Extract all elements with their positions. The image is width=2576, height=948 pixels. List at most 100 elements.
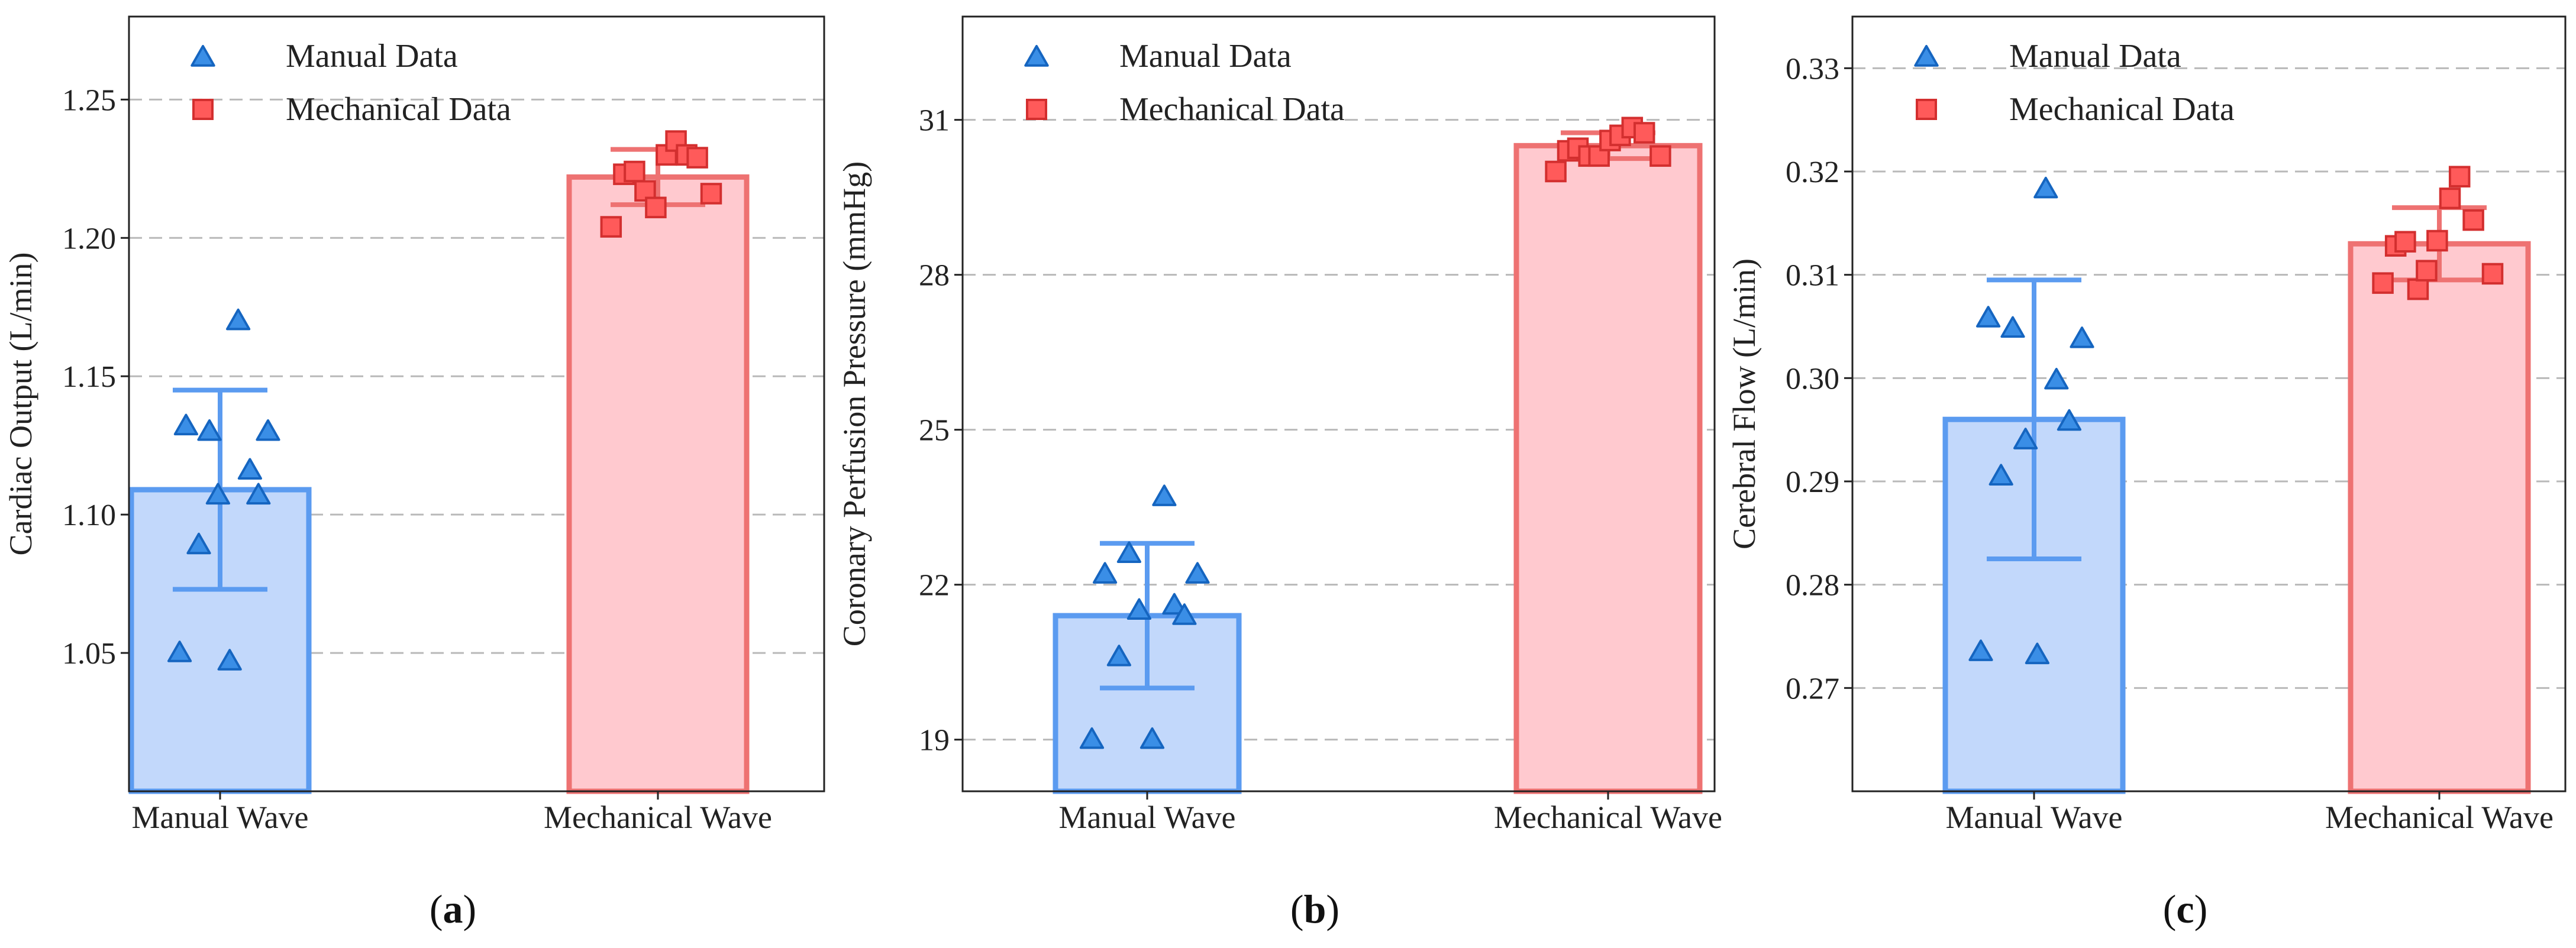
x-tick-label-mechanical-wave: Mechanical Wave <box>1494 800 1722 835</box>
data-point-mechanical <box>600 216 622 238</box>
data-point-manual <box>2070 326 2094 348</box>
y-tick-label: 0.33 <box>1786 52 1839 86</box>
data-point-manual <box>205 483 230 505</box>
panel-label-a: (a) <box>430 886 476 931</box>
y-tick-label: 1.25 <box>62 83 116 117</box>
data-point-mechanical <box>2448 166 2471 187</box>
data-point-manual <box>1106 645 1131 666</box>
y-tick-label: 1.05 <box>62 637 116 671</box>
legend-manual-data: Manual Data <box>286 38 458 75</box>
y-tick-label: 0.29 <box>1786 465 1839 499</box>
legend-mechanical-data: Mechanical Data <box>1119 91 1345 128</box>
panel-b: 19 22 25 28 31 Coronary Perfusion Pressure (… <box>837 15 1722 931</box>
data-point-manual <box>2013 428 2038 449</box>
legend-manual-marker-icon <box>1024 45 1049 67</box>
legend-manual-data: Manual Data <box>1119 38 1292 75</box>
data-point-manual <box>2057 409 2081 431</box>
data-point-mechanical <box>2481 263 2504 285</box>
y-tick-label: 31 <box>919 104 950 138</box>
data-point-mechanical <box>686 147 708 169</box>
bar-mechanical-wave <box>2348 241 2531 794</box>
data-point-mechanical <box>2372 272 2394 294</box>
x-tick-label-manual-wave: Manual Wave <box>1945 800 2122 835</box>
panel-letter: a <box>443 886 463 931</box>
data-point-manual <box>1126 598 1151 620</box>
data-point-manual <box>1116 541 1141 563</box>
legend: Manual Data Mechanical Data <box>1914 38 2235 128</box>
legend-triangle-shape <box>1024 45 1049 67</box>
data-point-manual <box>2000 316 2025 338</box>
data-point-manual <box>256 419 280 441</box>
y-tick-label: 28 <box>919 259 950 293</box>
legend-square-shape <box>1026 99 1047 120</box>
legend-manual-data: Manual Data <box>2009 38 2181 75</box>
data-point-manual <box>1139 727 1165 749</box>
panel-label-b: (b) <box>1290 886 1339 931</box>
panel-letter: b <box>1304 886 1326 931</box>
y-axis-label: Cardiac Output (L/min) <box>3 253 38 556</box>
x-tick-label-mechanical-wave: Mechanical Wave <box>2325 800 2554 835</box>
data-point-manual <box>246 483 271 505</box>
data-point-manual <box>173 413 198 436</box>
data-point-manual <box>1152 484 1177 506</box>
data-point-mechanical <box>624 160 645 183</box>
data-point-manual <box>1162 593 1187 615</box>
plot-area-frame <box>128 15 825 792</box>
data-point-manual <box>2025 642 2049 665</box>
data-point-manual <box>237 458 262 480</box>
data-point-manual <box>167 640 192 662</box>
legend-manual-marker-icon <box>191 45 215 67</box>
legend-manual-marker-icon <box>1914 45 1939 67</box>
y-axis-label: Cerebral Flow (L/min) <box>1726 258 1762 549</box>
data-point-manual <box>2044 367 2069 390</box>
legend-square-shape <box>1916 99 1937 120</box>
x-tick-label-manual-wave: Manual Wave <box>1058 800 1235 835</box>
y-tick-label: 0.30 <box>1786 362 1839 396</box>
y-tick-label: 1.10 <box>62 499 116 532</box>
panel-letter: c <box>2176 886 2194 931</box>
y-tick-label: 1.20 <box>62 222 116 255</box>
data-point-manual <box>197 419 222 441</box>
data-point-mechanical <box>2426 229 2448 252</box>
y-tick-label: 0.28 <box>1786 569 1839 603</box>
panel-label-c: (c) <box>2163 886 2208 931</box>
data-point-mechanical <box>700 183 722 205</box>
bar-mechanical-wave <box>1513 143 1703 794</box>
y-tick-label: 25 <box>919 414 950 448</box>
data-point-mechanical <box>2407 278 2429 300</box>
data-point-mechanical <box>2394 231 2416 253</box>
data-point-mechanical <box>1649 145 1671 167</box>
plot-area-frame <box>961 15 1716 792</box>
plot-area-frame <box>1851 15 2567 792</box>
legend-mechanical-data: Mechanical Data <box>2009 91 2235 128</box>
legend-mechanical-data: Mechanical Data <box>286 91 511 128</box>
data-point-manual <box>1185 562 1210 584</box>
x-tick-label-manual-wave: Manual Wave <box>131 800 308 835</box>
bar-mechanical-wave <box>566 174 750 794</box>
y-tick-label: 0.32 <box>1786 156 1839 189</box>
data-point-manual <box>1093 562 1118 584</box>
y-tick-label: 22 <box>919 569 950 603</box>
legend-square-shape <box>192 99 214 120</box>
data-point-manual <box>217 649 242 671</box>
data-point-mechanical <box>2439 187 2461 209</box>
data-point-manual <box>1079 727 1105 749</box>
data-point-manual <box>186 532 211 555</box>
data-point-manual <box>1172 603 1197 625</box>
data-point-manual <box>1976 306 2001 328</box>
legend-mechanical-marker-icon <box>1916 99 1937 120</box>
panel-c: 0.27 0.28 0.29 0.30 0.31 0.32 0.33 Cerebral Fl… <box>1726 15 2567 931</box>
data-point-mechanical <box>1545 160 1567 183</box>
legend: Manual Data Mechanical Data <box>191 38 511 128</box>
data-point-manual <box>1989 464 2013 486</box>
legend-triangle-shape <box>1914 45 1939 67</box>
legend-mechanical-marker-icon <box>1026 99 1047 120</box>
data-point-mechanical <box>2416 260 2438 282</box>
y-axis-label: Coronary Perfusion Pressure (mmHg) <box>837 161 872 646</box>
data-point-mechanical <box>2462 209 2484 231</box>
legend-mechanical-marker-icon <box>192 99 214 120</box>
y-tick-label: 0.31 <box>1786 259 1839 293</box>
data-point-manual <box>226 308 251 331</box>
y-tick-label: 0.27 <box>1786 672 1839 706</box>
